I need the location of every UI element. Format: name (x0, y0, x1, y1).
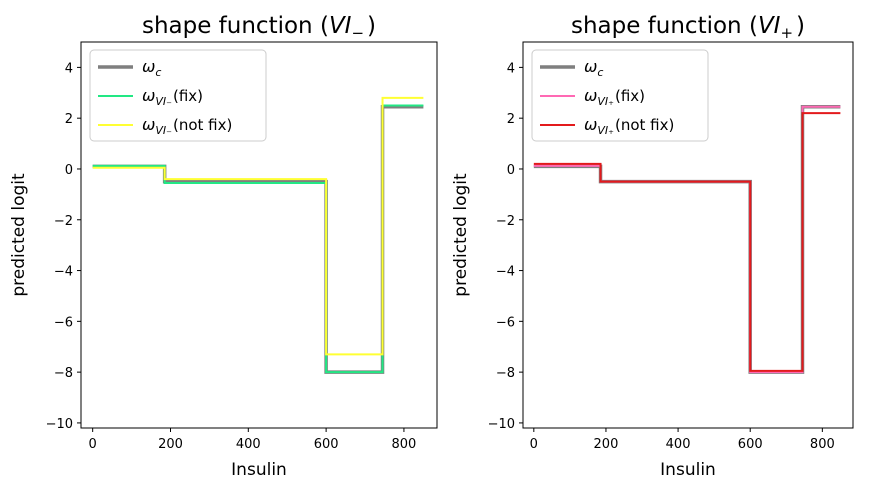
y-tick-label: −10 (46, 417, 73, 432)
title-text: shape function ( (571, 13, 758, 39)
x-tick-label: 400 (236, 437, 261, 452)
y-tick-label: −2 (54, 214, 73, 229)
legend-subscript: c (155, 66, 161, 79)
legend-label: ωc (142, 57, 161, 79)
legend-label: ωVI₊(fix) (584, 86, 645, 108)
legend-label: ωVI₋(fix) (142, 86, 203, 108)
y-tick-label: 0 (507, 163, 515, 178)
x-axis-label: Insulin (660, 460, 716, 480)
legend-symbol: ω (584, 115, 597, 134)
y-tick-label: −8 (54, 366, 73, 381)
legend-label: ωVI₊(not fix) (584, 115, 674, 137)
axes-frame (80, 41, 438, 429)
y-tick-label: 2 (65, 112, 73, 127)
legend-symbol: ω (142, 115, 155, 134)
subplot-2: 0 200 400 600 800 −10 −8 −6 −4 −2 0 2 4 Insulin predic… (451, 13, 854, 480)
x-tick-label: 0 (89, 437, 97, 452)
title-text: shape function ( (142, 13, 329, 39)
y-tick-label: −10 (488, 417, 515, 432)
x-tick-label: 200 (158, 437, 183, 452)
title-end: ) (367, 13, 376, 39)
y-tick-label: −4 (54, 265, 73, 280)
title-subscript: − (351, 24, 364, 42)
x-tick-label: 600 (314, 437, 339, 452)
legend-subscript: VI₋ (155, 95, 172, 108)
x-tick-label: 0 (530, 437, 538, 452)
x-tick-label: 800 (392, 437, 417, 452)
legend-subscript: VI₊ (597, 124, 614, 137)
title-end: ) (796, 13, 805, 39)
subplot-1: 0 200 400 600 800 −10 −8 −6 −4 −2 0 2 4 Insulin predic… (9, 13, 438, 480)
series-group (92, 96, 424, 374)
legend-suffix: (not fix) (173, 116, 232, 134)
title-subscript: + (780, 24, 793, 42)
legend-suffix: (fix) (615, 87, 645, 105)
legend-label: ωVI₋(not fix) (142, 115, 232, 137)
y-tick-label: 4 (65, 61, 73, 76)
y-tick-label: −2 (496, 214, 515, 229)
legend-box (89, 49, 267, 142)
legend-box (531, 49, 709, 142)
series-line-3 (92, 96, 424, 356)
legend-symbol: ω (142, 86, 155, 105)
legend-symbol: ω (584, 86, 597, 105)
y-tick-label: −6 (54, 315, 73, 330)
series-group (533, 105, 841, 374)
y-tick-label: −6 (496, 315, 515, 330)
y-tick-label: 4 (507, 61, 515, 76)
x-tick-label: 800 (810, 437, 835, 452)
y-tick-label: 0 (65, 163, 73, 178)
y-tick-label: 2 (507, 112, 515, 127)
x-tick-label: 200 (594, 437, 619, 452)
legend-suffix: (fix) (173, 87, 203, 105)
axes-frame (522, 41, 854, 429)
chart-title: shape function (VI−) (142, 13, 376, 42)
title-variable: VI (758, 13, 781, 39)
legend-subscript: VI₋ (155, 124, 172, 137)
legend-symbol: ω (142, 57, 155, 76)
legend-symbol: ω (584, 57, 597, 76)
legend-subscript: VI₊ (597, 95, 614, 108)
chart-title: shape function (VI+) (571, 13, 805, 42)
title-variable: VI (329, 13, 352, 39)
x-axis-label: Insulin (231, 460, 287, 480)
x-tick-label: 400 (666, 437, 691, 452)
y-tick-label: −8 (496, 366, 515, 381)
y-axis-label: predicted logit (9, 173, 29, 297)
y-tick-label: −4 (496, 265, 515, 280)
legend-label: ωc (584, 57, 603, 79)
y-axis-label: predicted logit (451, 173, 471, 297)
series-line-3 (533, 112, 841, 372)
x-tick-label: 600 (738, 437, 763, 452)
legend-suffix: (not fix) (615, 116, 674, 134)
legend-subscript: c (597, 66, 603, 79)
